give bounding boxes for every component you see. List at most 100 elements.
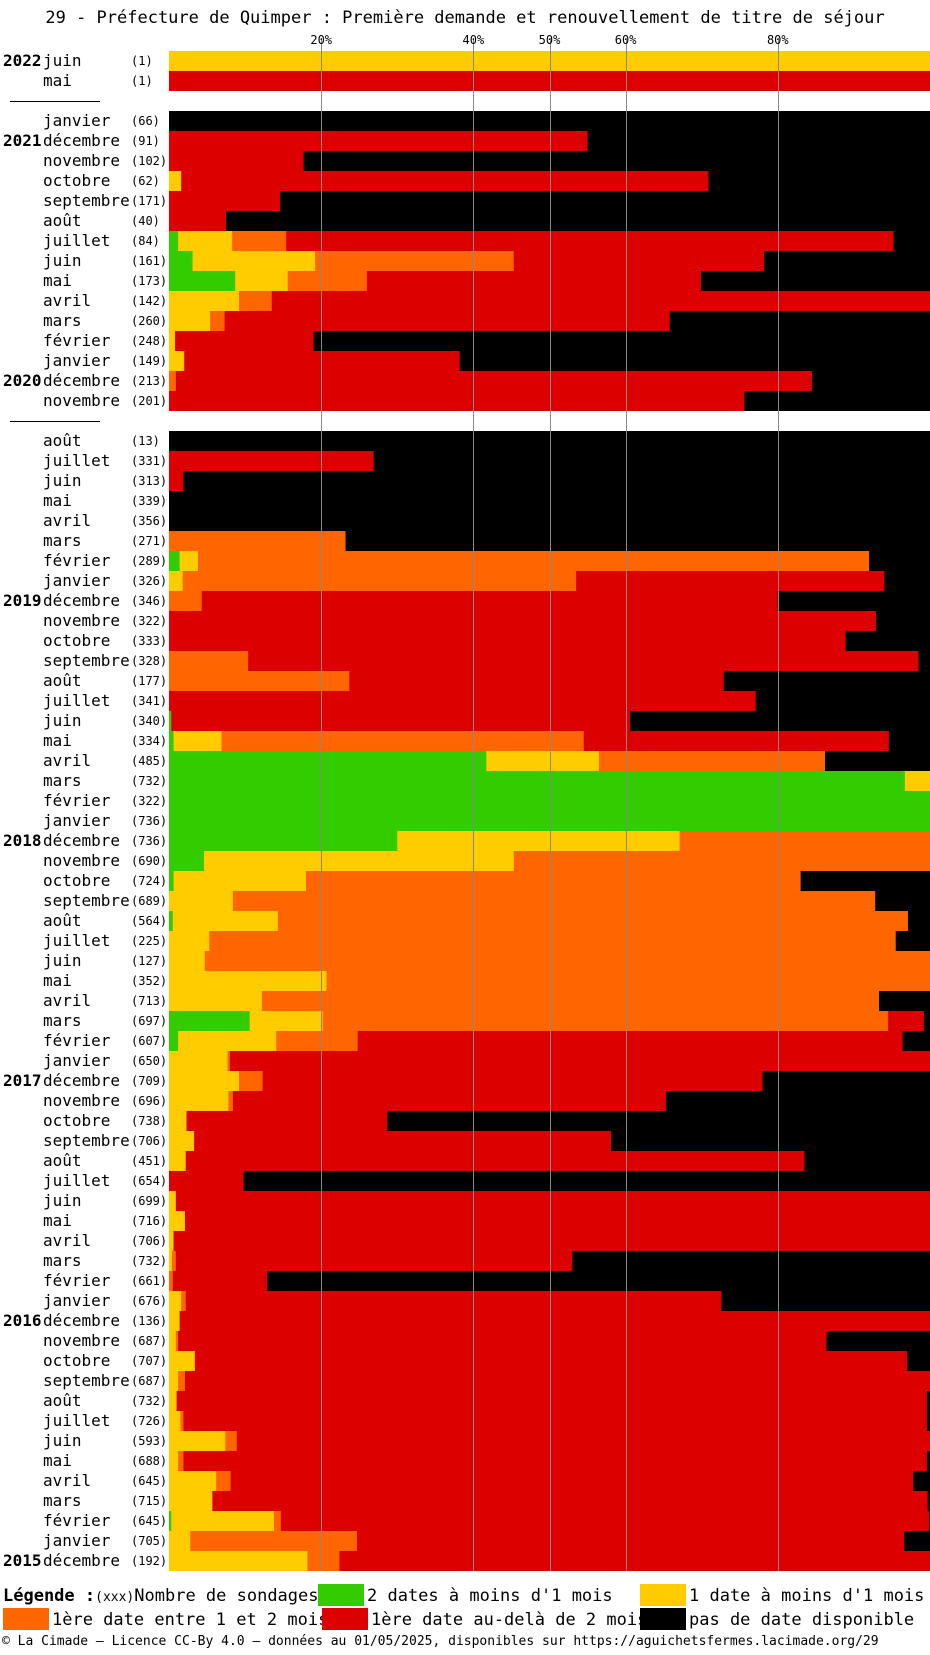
month-label: octobre (43, 871, 110, 890)
count-label: (738) (131, 1114, 167, 1128)
count-label: (84) (131, 234, 160, 248)
count-label: (707) (131, 1354, 167, 1368)
bar-segment-noir (904, 1531, 930, 1551)
month-label: décembre (43, 1551, 120, 1570)
bar-segment-jaune (169, 991, 263, 1011)
bar-segment-noir (303, 151, 930, 171)
bar-segment-jaune (172, 911, 279, 931)
bar-segment-jaune (169, 1311, 181, 1331)
bar-segment-orange (182, 571, 577, 591)
month-label: février (43, 1511, 111, 1530)
count-label: (645) (131, 1514, 167, 1528)
bar-segment-orange (169, 651, 249, 671)
bar-segment-orange (169, 1271, 174, 1291)
bar-segment-rouge (179, 1311, 930, 1331)
bar-segment-noir (183, 471, 930, 491)
bar-segment-rouge (175, 1251, 573, 1271)
bar-segment-rouge (183, 1451, 928, 1471)
bar-segment-orange (326, 971, 930, 991)
count-label: (564) (131, 914, 167, 928)
bar-segment-noir (804, 1151, 930, 1171)
count-label: (340) (131, 714, 167, 728)
bar-segment-rouge (339, 1551, 930, 1571)
bar-segment-noir (226, 211, 930, 231)
count-label: (341) (131, 694, 167, 708)
month-label: février (43, 551, 111, 570)
count-label: (1) (131, 54, 153, 68)
bar-segment-rouge (169, 391, 745, 411)
legend-count-text: Nombre de sondages (134, 1586, 319, 1606)
bar-segment-jaune (173, 731, 223, 751)
bar-segment-rouge (366, 271, 702, 291)
bar-segment-vert (169, 711, 172, 731)
month-label: janvier (43, 1291, 111, 1310)
bar-segment-jaune (169, 1211, 186, 1231)
bar-segment-orange (274, 1511, 282, 1531)
bar-segment-noir (812, 371, 930, 391)
bar-segment-jaune (169, 1371, 179, 1391)
count-label: (328) (131, 654, 167, 668)
count-label: (732) (131, 774, 167, 788)
bar-segment-rouge (576, 571, 885, 591)
bar-segment-orange (172, 1251, 177, 1271)
bar-segment-jaune (169, 1091, 229, 1111)
bar-segment-orange (513, 851, 930, 871)
bar-segment-jaune (204, 851, 515, 871)
month-label: août (43, 911, 82, 930)
bar-segment-rouge (357, 1031, 904, 1051)
bar-segment-jaune (169, 951, 206, 971)
bar-segment-jaune (904, 771, 930, 791)
bar-segment-noir (907, 1351, 930, 1371)
bar-segment-noir (926, 1411, 930, 1431)
count-label: (593) (131, 1434, 167, 1448)
bar-segment-noir (907, 911, 930, 931)
bar-segment-rouge (169, 211, 227, 231)
bar-segment-noir (169, 511, 930, 531)
count-label: (732) (131, 1394, 167, 1408)
x-tick-label: 80% (767, 33, 789, 47)
month-label: avril (43, 1231, 91, 1250)
legend-text-jaune: 1 date à moins d'1 mois (689, 1586, 925, 1606)
month-label: février (43, 791, 111, 810)
month-label: février (43, 1031, 111, 1050)
count-label: (687) (131, 1374, 167, 1388)
count-label: (339) (131, 494, 167, 508)
bar-segment-noir (879, 991, 930, 1011)
month-label: juin (43, 51, 82, 70)
month-label: août (43, 211, 82, 230)
month-label: mars (43, 1251, 82, 1270)
legend-swatch-jaune (640, 1584, 686, 1606)
bar-segment-orange (204, 951, 930, 971)
bar-segment-noir (755, 691, 930, 711)
bar-segment-rouge (280, 1511, 930, 1531)
bar-segment-orange (305, 871, 802, 891)
bar-segment-rouge (169, 191, 281, 211)
month-label: novembre (43, 851, 120, 870)
bar-segment-rouge (184, 1371, 930, 1391)
month-label: août (43, 1391, 82, 1410)
bar-segment-orange (227, 1051, 231, 1071)
bar-segment-jaune (169, 1411, 182, 1431)
count-label: (736) (131, 814, 167, 828)
bar-segment-noir (630, 711, 930, 731)
month-label: juillet (43, 231, 110, 250)
bar-segment-rouge (175, 331, 315, 351)
bar-segment-jaune (169, 1191, 177, 1211)
bar-segment-noir (875, 611, 930, 631)
count-label: (645) (131, 1474, 167, 1488)
bar-segment-rouge (888, 1011, 925, 1031)
bar-segment-vert (169, 871, 175, 891)
bar-segment-noir (893, 231, 930, 251)
legend-swatch-vert (318, 1584, 364, 1606)
count-label: (173) (131, 274, 167, 288)
x-tick-label: 60% (615, 33, 637, 47)
x-tick-label: 40% (463, 33, 485, 47)
count-label: (451) (131, 1154, 167, 1168)
count-label: (40) (131, 214, 160, 228)
bar-segment-rouge (583, 731, 890, 751)
bar-segment-orange (169, 371, 177, 391)
month-label: septembre (43, 1131, 130, 1150)
count-label: (213) (131, 374, 167, 388)
count-label: (676) (131, 1294, 167, 1308)
bar-segment-vert (169, 911, 174, 931)
